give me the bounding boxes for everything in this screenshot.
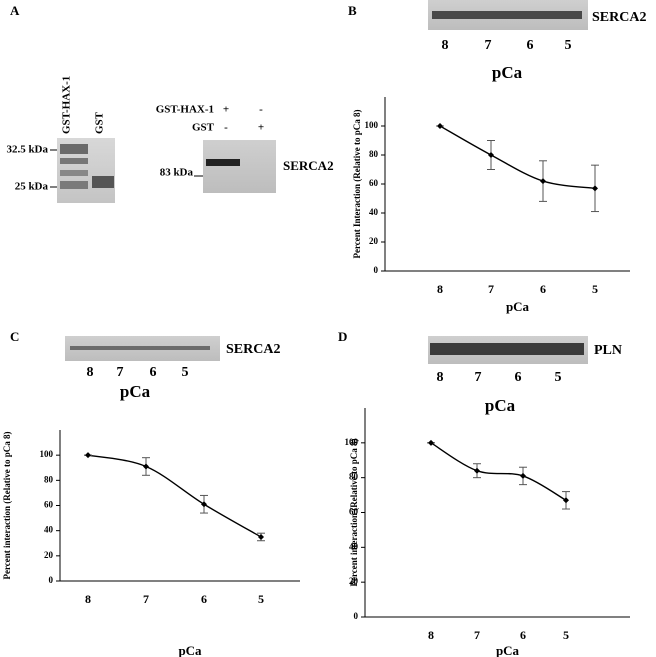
blot-label: PLN [594, 343, 622, 358]
y-tick-label: 40 [349, 541, 359, 551]
x-tick-label: 6 [540, 282, 546, 296]
blot-axis-label: pCa [492, 63, 523, 82]
band [60, 144, 88, 154]
panel-label: B [348, 3, 357, 18]
x-tick-label: 7 [143, 592, 149, 606]
x-axis-label: pCa [178, 643, 202, 657]
y-tick-label: 80 [369, 149, 379, 159]
point [143, 463, 149, 470]
x-tick-label: 7 [488, 282, 494, 296]
x-tick-label: 8 [85, 592, 91, 606]
lane-label: 5 [565, 38, 572, 53]
x-axis-label: pCa [496, 643, 520, 657]
point [488, 152, 494, 158]
y-tick-label: 100 [345, 437, 359, 447]
row-label: GST [192, 122, 215, 134]
y-tick-label: 80 [44, 474, 54, 484]
y-tick-label: 20 [369, 236, 379, 246]
x-tick-label: 8 [437, 282, 443, 296]
y-tick-label: 20 [44, 550, 54, 560]
y-tick-label: 80 [349, 472, 359, 482]
blot-label: SERCA2 [592, 10, 646, 25]
x-tick-label: 6 [201, 592, 207, 606]
point [520, 472, 526, 479]
y-tick-label: 0 [374, 265, 379, 275]
y-tick-label: 40 [44, 525, 54, 535]
lane-label: 8 [442, 38, 449, 53]
band [206, 159, 240, 166]
y-tick-label: 0 [354, 611, 359, 621]
point [437, 123, 443, 129]
marker-label: 83 kDa [160, 167, 194, 179]
row-sign: - [224, 122, 228, 134]
y-tick-label: 60 [349, 507, 359, 517]
lane-label: 7 [117, 365, 124, 380]
blot-axis-label: pCa [485, 396, 516, 415]
marker-label: 32.5 kDa [6, 144, 48, 156]
row-sign: - [259, 104, 263, 116]
panel-label: A [10, 3, 20, 18]
lane-label: 5 [555, 370, 562, 385]
lane-label: GST-HAX-1 [61, 76, 73, 134]
y-tick-label: 100 [40, 449, 54, 459]
y-axis-label: Percent interaction (Relative to pCa 8) [349, 438, 359, 586]
point [85, 452, 91, 459]
marker-label: 25 kDa [15, 181, 49, 193]
x-tick-label: 7 [474, 628, 480, 642]
lane-label: 5 [182, 365, 189, 380]
data-line [439, 125, 596, 190]
x-tick-label: 5 [563, 628, 569, 642]
lane-label: GST [94, 111, 106, 134]
panel-label: D [338, 329, 347, 344]
y-tick-label: 60 [44, 500, 54, 510]
lane-label: 8 [87, 365, 94, 380]
x-tick-label: 8 [428, 628, 434, 642]
point [258, 533, 264, 540]
x-tick-label: 5 [258, 592, 264, 606]
data-line [87, 454, 262, 538]
row-sign: + [223, 104, 229, 116]
blot-image [203, 140, 276, 193]
blot-axis-label: pCa [120, 382, 151, 401]
y-tick-label: 40 [369, 207, 379, 217]
y-axis-label: Percent Interaction (Relative to pCa 8) [352, 109, 362, 258]
blot-label: SERCA2 [226, 342, 280, 357]
x-axis-label: pCa [506, 299, 530, 314]
row-label: GST-HAX-1 [156, 104, 214, 116]
panel-label: C [10, 329, 19, 344]
lane-label: 7 [485, 38, 492, 53]
lane-label: 6 [515, 370, 522, 385]
point [201, 501, 207, 508]
point [592, 185, 598, 192]
y-tick-label: 0 [49, 575, 54, 585]
band [60, 158, 88, 164]
y-axis-label: Percent interaction (Relative to pCa 8) [2, 431, 12, 579]
x-tick-label: 6 [520, 628, 526, 642]
band [432, 11, 582, 19]
point [563, 497, 569, 504]
point [540, 178, 546, 185]
x-tick-label: 5 [592, 282, 598, 296]
point [474, 467, 480, 474]
lane-label: 6 [150, 365, 157, 380]
y-tick-label: 60 [369, 178, 379, 188]
band [92, 176, 114, 188]
data-line [430, 442, 567, 501]
blot-label: SERCA2 [283, 158, 334, 173]
band [430, 343, 584, 355]
band [60, 170, 88, 176]
y-tick-label: 20 [349, 576, 359, 586]
lane-label: 8 [437, 370, 444, 385]
y-tick-label: 100 [365, 120, 379, 130]
row-sign: + [258, 122, 264, 134]
lane-label: 6 [527, 38, 534, 53]
point [428, 439, 434, 446]
lane-label: 7 [475, 370, 482, 385]
band [60, 181, 88, 189]
band [70, 346, 210, 350]
